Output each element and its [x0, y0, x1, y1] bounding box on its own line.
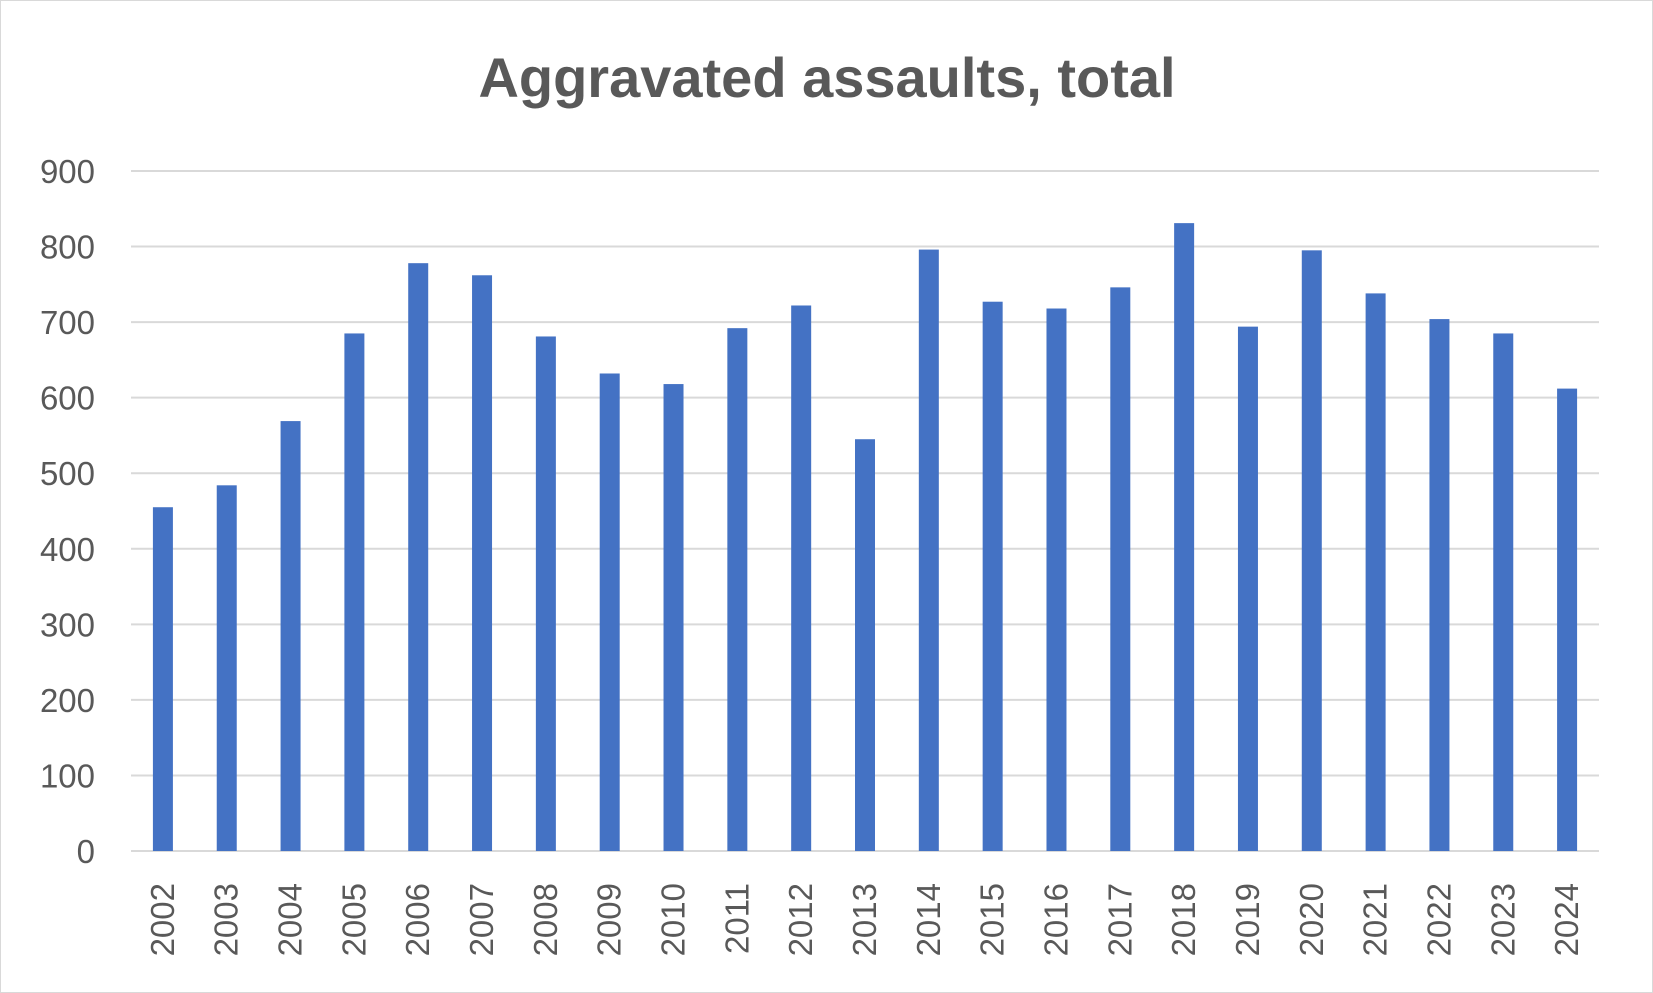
x-tick-label: 2007	[463, 883, 500, 956]
x-tick-label: 2020	[1293, 883, 1330, 956]
bar-2020	[1301, 250, 1322, 852]
x-tick-label: 2013	[846, 883, 883, 956]
y-tick-label: 300	[40, 606, 95, 643]
x-tick-label: 2014	[910, 883, 947, 956]
x-tick-label: 2012	[782, 883, 819, 956]
y-tick-label: 400	[40, 531, 95, 568]
x-tick-label: 2004	[272, 883, 309, 956]
bar-2011	[727, 328, 748, 852]
x-tick-label: 2005	[335, 883, 372, 956]
bar-2014	[918, 249, 939, 852]
x-tick-label: 2015	[974, 883, 1011, 956]
y-tick-label: 700	[40, 304, 95, 341]
bar-2015	[982, 301, 1003, 851]
bar-2023	[1493, 333, 1514, 851]
bar-2017	[1110, 287, 1131, 851]
y-tick-label: 0	[77, 833, 95, 870]
y-tick-label: 900	[40, 153, 95, 190]
bar-2013	[855, 439, 875, 851]
bar-2003	[216, 485, 237, 851]
x-axis: 2002 2003 2004 2005 2006 2007 2008 2009 2010 2011…	[144, 883, 1585, 956]
y-axis: 0 100 200 300 400 500 600 700 800 900	[40, 153, 95, 870]
bar-2018	[1174, 223, 1195, 852]
x-tick-label: 2003	[208, 883, 245, 956]
x-tick-label: 2021	[1357, 883, 1394, 956]
bar-2007	[472, 275, 493, 851]
y-tick-label: 600	[40, 380, 95, 417]
bar-2024	[1557, 388, 1578, 851]
x-tick-label: 2009	[591, 883, 628, 956]
x-tick-label: 2002	[144, 883, 181, 956]
x-tick-label: 2010	[655, 883, 692, 956]
x-tick-label: 2018	[1165, 883, 1202, 956]
x-tick-label: 2024	[1548, 883, 1585, 956]
y-tick-label: 800	[40, 229, 95, 266]
bar-2006	[408, 263, 429, 852]
bar-2016	[1046, 308, 1067, 851]
y-tick-label: 500	[40, 455, 95, 492]
bars	[152, 223, 1578, 852]
y-tick-label: 200	[40, 682, 95, 719]
bar-2002	[152, 507, 173, 851]
x-tick-label: 2017	[1101, 883, 1138, 956]
x-tick-label: 2011	[718, 883, 755, 954]
x-tick-label: 2022	[1420, 883, 1457, 956]
bar-2019	[1237, 326, 1258, 852]
x-tick-label: 2023	[1484, 883, 1521, 956]
bar-2022	[1429, 319, 1450, 852]
x-tick-label: 2006	[399, 883, 436, 956]
bar-2004	[280, 421, 301, 851]
bar-2012	[791, 305, 812, 851]
x-tick-label: 2019	[1229, 883, 1266, 956]
bar-2021	[1365, 293, 1386, 851]
bar-2010	[663, 384, 684, 851]
chart-title: Aggravated assaults, total	[478, 46, 1175, 109]
bar-2008	[535, 336, 556, 851]
bar-2005	[344, 333, 365, 851]
x-tick-label: 2008	[527, 883, 564, 956]
y-tick-label: 100	[40, 757, 95, 794]
x-tick-label: 2016	[1037, 883, 1074, 956]
bar-2009	[599, 373, 620, 851]
